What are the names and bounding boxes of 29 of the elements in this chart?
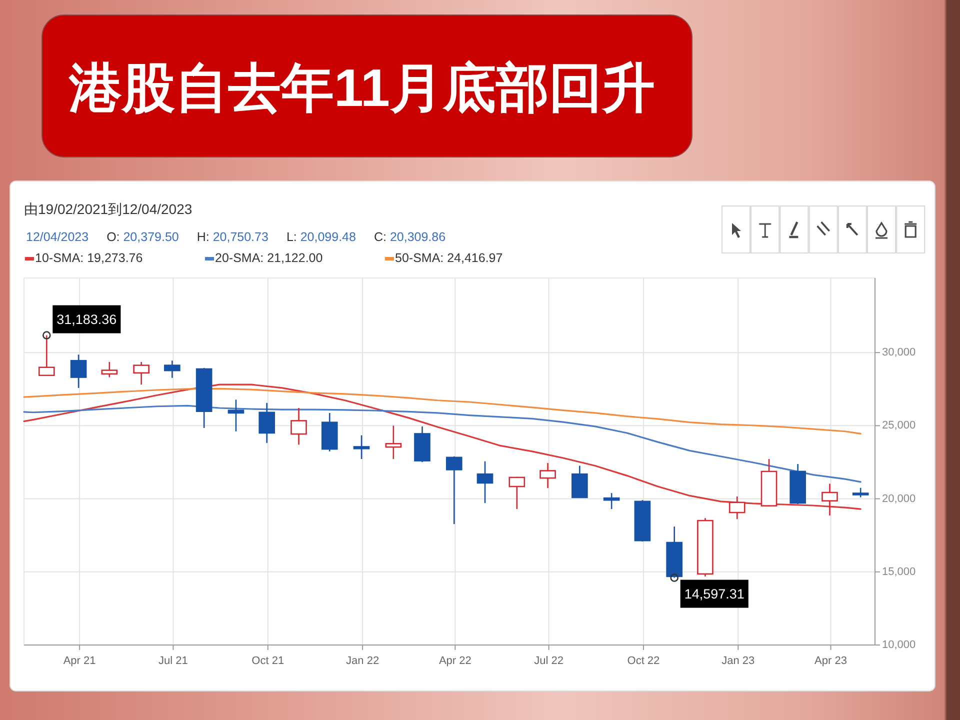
text: O: 20,379.50 — [106, 230, 179, 244]
text: L: 20,099.48 — [286, 230, 356, 244]
x-tick-label: Jan 22 — [346, 655, 380, 667]
x-tick-label: Oct 21 — [252, 655, 284, 667]
x-tick-label: Jul 22 — [534, 655, 564, 667]
x-tick-label: Apr 21 — [63, 655, 96, 667]
y-tick-label: 10,000 — [882, 639, 916, 651]
legend-label: 20-SMA: 21,122.00 — [215, 251, 323, 265]
x-tick-label: Jan 23 — [722, 655, 755, 667]
y-tick-label: 20,000 — [882, 492, 916, 505]
text: C: 20,309.86 — [374, 230, 446, 244]
chart-subtitle: 由19/02/2021到12/04/2023 — [24, 201, 192, 217]
legend-label: 10-SMA: 19,273.76 — [35, 251, 143, 265]
x-tick-label: Jul 21 — [158, 655, 188, 667]
line-series — [23, 404, 862, 483]
x-tick-label: Apr 23 — [814, 655, 847, 667]
y-tick-label: 25,000 — [882, 420, 916, 432]
text: 12/04/2023 — [26, 230, 89, 244]
y-tick-label: 15,000 — [882, 566, 916, 578]
line-series — [23, 388, 862, 435]
chart-title: 港股自去年11月底部回升 — [68, 59, 656, 118]
text: H: 20,750.73 — [196, 230, 268, 244]
annotation: 31,183.36 — [56, 312, 117, 327]
x-tick-label: Apr 22 — [438, 655, 472, 667]
legend-label: 50-SMA: 24,416.97 — [395, 251, 503, 265]
line-series — [23, 384, 862, 510]
y-tick-label: 30,000 — [882, 346, 916, 359]
x-tick-label: Oct 22 — [627, 655, 660, 667]
annotation: 14,597.31 — [684, 586, 744, 602]
